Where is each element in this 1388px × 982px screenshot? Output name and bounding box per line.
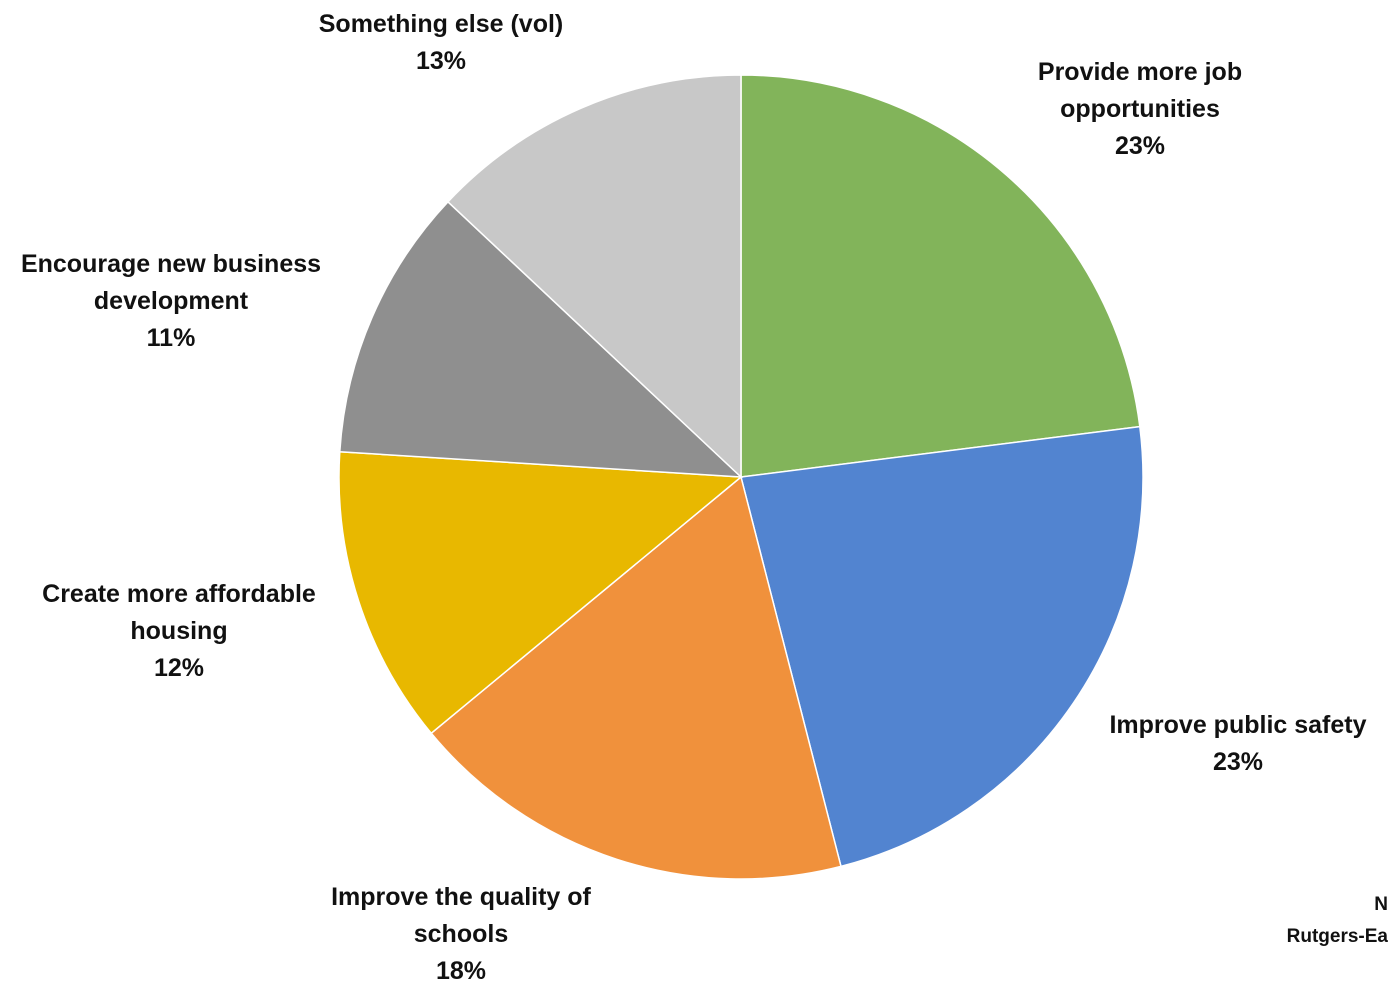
slice-labels: Provide more job opportunities 23%Improve … xyxy=(21,10,1367,982)
pie-slice-housing xyxy=(338,450,743,735)
source-credit-line1: N xyxy=(1374,894,1388,915)
slice-category-label: Create more affordable xyxy=(42,580,316,608)
slice-label-business: Encourage new business development 11% xyxy=(21,250,321,352)
slice-label-safety: Improve public safety 23% xyxy=(1109,711,1366,776)
slice-category-label: Improve public safety xyxy=(1109,711,1366,739)
slice-label-schools: Improve the quality of schools 18% xyxy=(331,883,591,982)
slice-category-label: housing xyxy=(130,617,227,645)
slice-category-label: Provide more job xyxy=(1038,58,1242,86)
slice-value-label: 18% xyxy=(436,957,486,982)
slice-label-housing: Create more affordable housing 12% xyxy=(42,580,316,682)
slice-label-else: Something else (vol) 13% xyxy=(319,10,563,75)
slice-category-label: Encourage new business xyxy=(21,250,321,278)
slice-category-label: Something else (vol) xyxy=(319,10,563,38)
slice-value-label: 23% xyxy=(1213,748,1263,776)
pie-slice-schools xyxy=(430,475,842,880)
slice-value-label: 11% xyxy=(147,324,196,352)
slice-category-label: Improve the quality of xyxy=(331,883,591,911)
slice-value-label: 12% xyxy=(154,654,204,682)
pie-slice-job xyxy=(740,74,1141,478)
pie-slice-safety xyxy=(740,425,1144,868)
pie-slices xyxy=(338,74,1144,880)
slice-value-label: 13% xyxy=(416,47,466,75)
source-credit-line2: Rutgers-Ea xyxy=(1287,926,1388,947)
slice-category-label: schools xyxy=(414,920,508,948)
pie-slice-else xyxy=(446,74,742,479)
slice-value-label: 23% xyxy=(1115,132,1165,160)
slice-category-label: opportunities xyxy=(1060,95,1220,123)
pie-slice-business xyxy=(338,200,744,478)
slice-category-label: development xyxy=(94,287,249,315)
slice-label-job: Provide more job opportunities 23% xyxy=(1038,58,1242,160)
